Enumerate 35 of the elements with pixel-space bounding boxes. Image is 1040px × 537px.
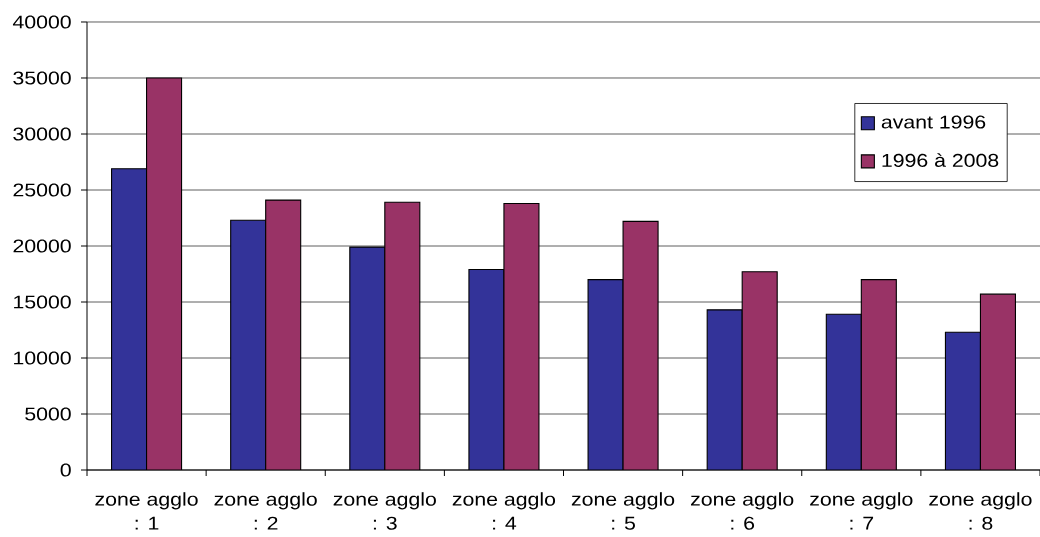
x-tick-label: zone agglo : 3 [333,492,436,530]
bar [944,331,981,470]
bar [979,293,1016,470]
bar [111,168,147,470]
legend-label: avant 1996 [881,115,986,129]
y-tick-label: 15000 [14,295,71,309]
bar [707,309,743,470]
y-tick-label: 10000 [14,351,71,365]
bar [146,78,182,470]
x-tick-label: zone agglo : 1 [95,492,198,530]
bar [384,202,420,470]
bar [468,269,504,470]
x-tick-label: zone agglo : 6 [691,492,794,530]
bar [623,221,659,470]
bar [503,203,539,470]
legend-label: 1996 à 2008 [882,153,999,167]
bar [230,220,266,470]
bar [349,247,385,470]
y-tick-label: 0 [60,463,71,477]
bar [265,200,301,470]
x-tick-label: zone agglo : 2 [214,492,317,530]
x-tick-label: zone agglo : 5 [571,492,675,530]
bar [588,279,624,470]
y-tick-label: 5000 [25,407,71,421]
y-tick-label: 30000 [13,127,71,141]
x-tick-label: zone agglo : 4 [452,492,556,530]
bar [742,271,778,470]
y-tick-label: 25000 [13,183,71,197]
bar [861,279,897,470]
y-tick-label: 40000 [12,15,71,29]
bar [826,314,862,470]
y-tick-label: 35000 [13,71,71,85]
y-tick-label: 20000 [13,239,71,253]
x-tick-label: zone agglo : 8 [929,492,1032,530]
x-tick-label: zone agglo : 7 [810,492,913,530]
